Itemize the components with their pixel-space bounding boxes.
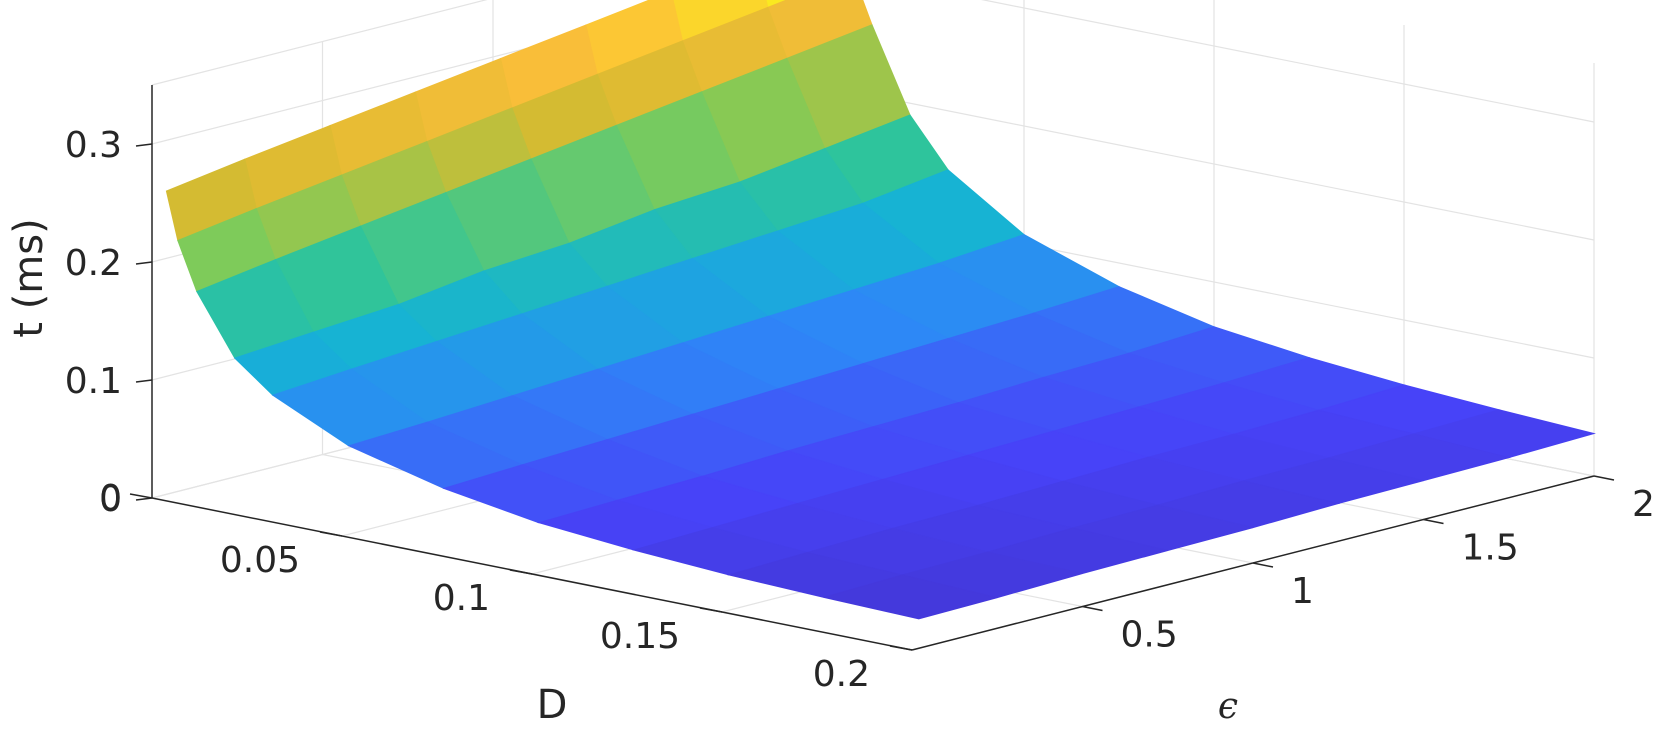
z-tick-label: 0 [99,479,122,520]
z-tick [135,379,153,383]
y-tick [1593,475,1615,481]
x-tick [889,645,913,651]
y-tick-label: 2 [1632,484,1655,525]
surface [165,0,1596,620]
z-tick-label: 0.1 [65,361,122,402]
y-tick [1252,562,1274,568]
y-tick-label: 0.5 [1121,615,1178,656]
y-tick-label: 1 [1291,571,1314,612]
x-tick [699,607,723,613]
x-tick [319,531,343,537]
z-tick [135,143,153,147]
y-tick [1082,605,1103,612]
z-tick-label: 0.3 [65,125,122,166]
labels: 00.10.20.300.050.10.150.20.511.52 [65,125,1655,695]
y-tick [1423,518,1444,525]
z-axis-label: t (ms) [6,218,52,337]
x-tick-label: 0.2 [813,654,870,695]
x-tick [129,493,153,499]
y-axis-label: ϵ [1218,686,1238,727]
x-tick [509,569,533,575]
y-tick-label: 1.5 [1462,528,1519,569]
grid-line [151,0,488,86]
x-tick-label: 0 [99,478,122,519]
z-tick [135,497,153,501]
x-tick-label: 0.15 [600,616,680,657]
x-axis-label: D [537,682,568,728]
axes [129,85,1615,651]
x-tick-label: 0.05 [220,540,300,581]
z-tick [135,261,153,265]
surface-patch [823,574,998,620]
z-tick-label: 0.2 [65,243,122,284]
x-tick-label: 0.1 [433,578,490,619]
